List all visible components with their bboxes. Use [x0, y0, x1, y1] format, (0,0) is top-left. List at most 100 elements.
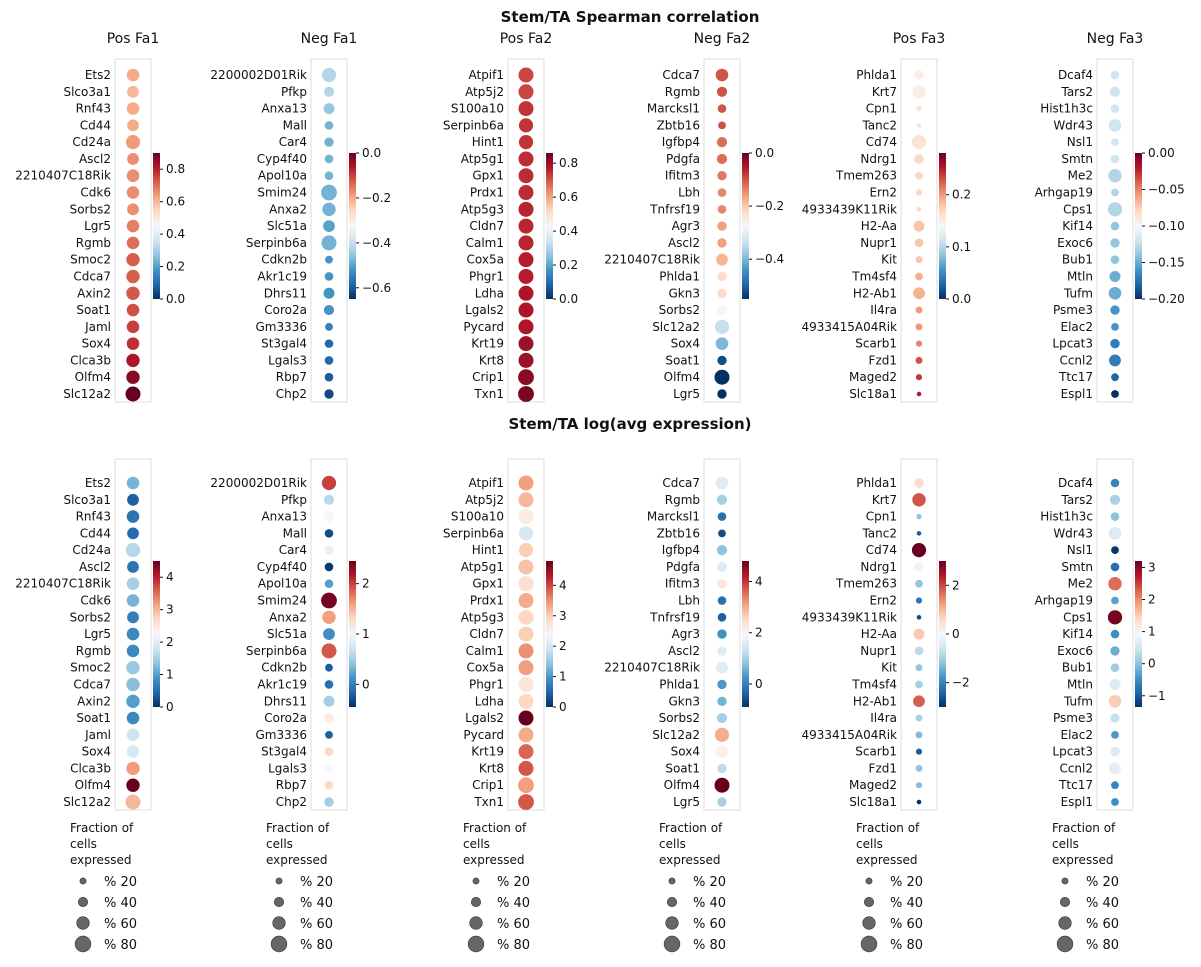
panel-frame [1096, 458, 1134, 811]
panel-title: Neg Fa2 [694, 31, 751, 47]
dot-mark [321, 67, 337, 83]
dot-mark [716, 494, 728, 505]
colorbar [742, 561, 749, 707]
gene-label: Krt7 [872, 493, 897, 507]
dot-mark [915, 256, 923, 264]
gene-label: Rbp7 [276, 370, 307, 384]
gene-label: Ets2 [85, 68, 111, 82]
colorbar-tick-label: 0.0 [755, 146, 774, 160]
dot-mark [716, 86, 728, 97]
legend-label: % 80 [300, 938, 333, 953]
legend-title: expressed [70, 853, 131, 867]
dotplot-panel-7: Ets2 Slco3a1 Rnf43 Cd44 Cd24a Ascl2 2210407C18… [15, 458, 174, 811]
legend-label: % 60 [890, 917, 923, 932]
legend-label: % 40 [497, 896, 530, 911]
gene-label: Dcaf4 [1058, 68, 1093, 82]
colorbar-tick-label: −1 [1148, 689, 1166, 703]
panel-frame [1096, 58, 1134, 403]
colorbar-tick-label: 0 [952, 627, 960, 641]
dot-mark [915, 680, 923, 689]
size-legend-3: Fraction of cells expressed % 20 % 40 % 60 % 8… [463, 821, 530, 953]
gene-label: Anxa2 [269, 202, 307, 216]
gene-label: Zbtb16 [657, 526, 700, 540]
gene-label: Ldha [475, 694, 504, 708]
gene-label: Serpinb6a [246, 236, 307, 250]
gene-label: Smim24 [257, 594, 307, 608]
gene-label: Wdr43 [1053, 526, 1093, 540]
dot-mark [717, 579, 727, 589]
dot-mark [915, 356, 923, 364]
gene-label: Lgals2 [465, 303, 504, 317]
gene-label: Serpinb6a [246, 644, 307, 658]
gene-label: Anxa13 [261, 510, 307, 524]
gene-label: Chp2 [276, 795, 307, 809]
dot-mark [126, 102, 140, 115]
gene-label: 2200002D01Rik [210, 476, 307, 490]
dot-mark [717, 271, 727, 282]
dot-mark [717, 596, 727, 605]
dot-mark [1110, 70, 1120, 80]
dot-mark [324, 272, 334, 281]
legend-dot [1061, 877, 1069, 885]
gene-label: Tars2 [1060, 85, 1093, 99]
gene-label: Crip1 [472, 370, 504, 384]
gene-label: Exoc6 [1057, 644, 1093, 658]
legend-dot [76, 916, 90, 930]
colorbar-tick-label: 0.1 [952, 240, 971, 254]
dot-mark [913, 628, 925, 640]
dot-mark [915, 714, 923, 722]
dot-mark [518, 336, 534, 352]
gene-label: Mtln [1067, 677, 1093, 691]
gene-label: Dhrs11 [264, 286, 307, 300]
dot-mark [323, 86, 335, 97]
dot-mark [518, 235, 534, 251]
gene-label: Atp5g1 [461, 152, 504, 166]
gene-label: Smtn [1061, 560, 1093, 574]
gene-label: Atpif1 [468, 68, 504, 82]
legend-dot [275, 877, 283, 885]
gene-label: Cdca7 [662, 68, 700, 82]
dot-mark [916, 531, 922, 536]
dot-mark [518, 319, 534, 335]
dot-mark [718, 529, 726, 538]
size-legend-6: Fraction of cells expressed % 20 % 40 % 60 % 8… [1052, 821, 1119, 953]
dot-mark [915, 731, 923, 739]
gene-label: Sorbs2 [659, 711, 700, 725]
gene-label: Hist1h3c [1040, 510, 1093, 524]
gene-label: Krt7 [872, 85, 897, 99]
dot-mark [126, 68, 140, 82]
dot-mark [915, 664, 923, 672]
legend-title: cells [659, 837, 686, 851]
gene-label: Jaml [84, 320, 111, 334]
bottom-figure-title: Stem/TA log(avg expression) [508, 415, 752, 433]
colorbar-tick-label: 4 [166, 570, 174, 584]
gene-label: Igfbp4 [662, 135, 700, 149]
gene-label: Cdca7 [73, 269, 111, 283]
gene-label: Tm4sf4 [851, 677, 897, 691]
dot-mark [518, 285, 534, 301]
dot-mark [323, 628, 335, 641]
dot-mark [913, 220, 925, 232]
dot-mark [1111, 188, 1119, 197]
dot-mark [518, 84, 534, 100]
gene-label: Rnf43 [76, 510, 111, 524]
gene-label: Lpcat3 [1052, 337, 1093, 351]
dot-mark [717, 288, 727, 298]
dot-mark [1109, 762, 1121, 775]
panel-title: Pos Fa2 [500, 31, 553, 47]
gene-label: Clca3b [70, 761, 111, 775]
dot-mark [714, 727, 730, 742]
gene-label: 2210407C18Rik [15, 169, 111, 183]
gene-label: Ndrg1 [860, 560, 897, 574]
gene-label: Nupr1 [860, 644, 897, 658]
colorbar [1135, 153, 1142, 299]
dot-mark [1109, 354, 1121, 367]
colorbar-tick-label: 0.2 [166, 260, 185, 274]
legend-title: Fraction of [463, 821, 527, 835]
dot-mark [1111, 798, 1119, 806]
gene-label: Akr1c19 [257, 269, 307, 283]
dot-mark [518, 727, 534, 743]
dot-mark [717, 613, 727, 622]
gene-label: Pdgfa [666, 560, 700, 574]
colorbar-tick-label: 1 [362, 627, 370, 641]
